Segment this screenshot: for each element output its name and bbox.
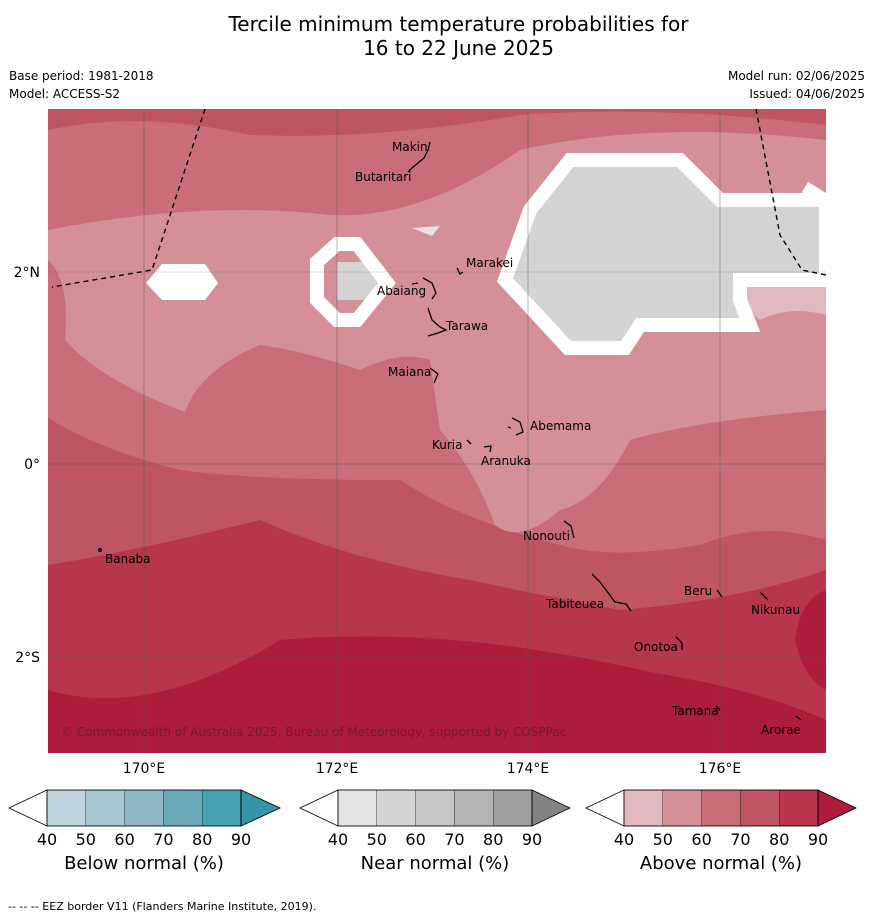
lat-label-0: 0°	[24, 457, 40, 473]
colorbar-2-segment	[740, 789, 780, 827]
colorbar-1-segment	[493, 789, 533, 827]
colorbar-1-over	[531, 789, 571, 827]
colorbar-2-tick: 40	[614, 830, 634, 849]
colorbar-0-segment	[202, 789, 242, 827]
colorbar-2-tick: 60	[691, 830, 711, 849]
colorbar-0: 40 50 60 70 80 90	[8, 789, 281, 849]
islands	[98, 141, 802, 721]
lon-label-172e: 172°E	[316, 761, 359, 777]
label-tamana: Tamana	[671, 704, 719, 718]
label-beru: Beru	[684, 584, 712, 598]
lon-label-174e: 174°E	[507, 761, 550, 777]
colorbar-0-tick: 40	[37, 830, 57, 849]
model-run: Model run: 02/06/2025	[727, 69, 865, 83]
colorbar-2-tick: 90	[808, 830, 828, 849]
label-maiana: Maiana	[388, 365, 431, 379]
axis-labels: 2°N 0° 2°S 170°E 172°E 174°E 176°E	[14, 265, 742, 777]
base-period: Base period: 1981-2018	[9, 69, 154, 83]
colorbar-2-segment	[662, 789, 702, 827]
island-labels: Makin Butaritari Marakei Abaiang Tarawa …	[105, 140, 801, 737]
colorbar-1-segment	[454, 789, 494, 827]
label-nonouti: Nonouti	[523, 529, 570, 543]
colorbar-1-tick: 50	[367, 830, 387, 849]
colorbar-1-outline	[337, 789, 533, 827]
label-tarawa: Tarawa	[445, 319, 488, 333]
colorbar-1-segment	[415, 789, 455, 827]
colorbar-0-tick: 50	[76, 830, 96, 849]
colorbar-1-tick: 80	[483, 830, 503, 849]
colorbar-2-tick: 80	[769, 830, 789, 849]
title-line-2: 16 to 22 June 2025	[363, 36, 554, 60]
colorbar-0-outline	[46, 789, 242, 827]
colorbar-1: 40 50 60 70 80 90	[299, 789, 571, 849]
issued-date: Issued: 04/06/2025	[749, 87, 865, 101]
colorbar-1-tick: 40	[328, 830, 348, 849]
colorbar-2: 40 50 60 70 80 90	[585, 789, 857, 849]
lon-label-176e: 176°E	[699, 761, 742, 777]
colorbar-0-over	[240, 789, 281, 827]
eez-border	[51, 109, 826, 288]
label-butaritari: Butaritari	[355, 170, 412, 184]
label-makin: Makin	[392, 140, 428, 154]
colorbar-1-under	[299, 789, 339, 827]
colorbar-0-tick: 80	[192, 830, 212, 849]
colorbar-2-under	[585, 789, 625, 827]
colorbar-0-tick: 60	[114, 830, 134, 849]
colorbar-0-segment	[46, 789, 86, 827]
label-abemama: Abemama	[530, 419, 591, 433]
title-line-1: Tercile minimum temperature probabilitie…	[228, 12, 689, 36]
colorbar-1-tick: 90	[522, 830, 542, 849]
label-aranuka: Aranuka	[481, 454, 531, 468]
colorbar-2-segment	[701, 789, 741, 827]
label-banaba: Banaba	[105, 552, 151, 566]
colorbar-2-tick: 50	[653, 830, 673, 849]
colorbar-2-segment	[779, 789, 819, 827]
colorbar-0-under	[8, 789, 48, 827]
model-name: Model: ACCESS-S2	[9, 87, 121, 101]
colorbar-2-segment	[623, 789, 663, 827]
colorbar-2-outline	[623, 789, 819, 827]
map-title: Tercile minimum temperature probabilitie…	[0, 12, 873, 60]
colorbar-1-tick: 60	[405, 830, 425, 849]
colorbar-1-tick: 70	[444, 830, 464, 849]
colorbar-2-tick: 70	[730, 830, 750, 849]
probability-field	[48, 109, 826, 753]
colorbar-near-label: Near normal (%)	[360, 853, 510, 874]
label-tabiteuea: Tabiteuea	[545, 597, 604, 611]
colorbars: 40 50 60 70 80 90 40 50 60 70 80 90 40 50 60 70 80 90	[8, 789, 857, 849]
colorbar-above-label: Above normal (%)	[639, 853, 803, 874]
lat-label-2s: 2°S	[15, 650, 40, 666]
colorbar-0-tick: 70	[153, 830, 173, 849]
label-nikunau: Nikunau	[751, 603, 800, 617]
colorbar-1-segment	[337, 789, 377, 827]
colorbar-0-segment	[163, 789, 203, 827]
eez-footnote: -- -- -- EEZ border V11 (Flanders Marine…	[8, 900, 317, 913]
colorbar-0-tick: 90	[231, 830, 251, 849]
label-abaiang: Abaiang	[377, 284, 426, 298]
colorbar-0-segment	[124, 789, 164, 827]
copyright-notice: © Commonwealth of Australia 2025, Bureau…	[61, 725, 566, 739]
lat-label-2n: 2°N	[14, 265, 40, 281]
label-arorae: Arorae	[761, 723, 801, 737]
colorbar-below-label: Below normal (%)	[64, 853, 224, 874]
colorbar-2-over	[817, 789, 857, 827]
lon-label-170e: 170°E	[123, 761, 166, 777]
label-onotoa: Onotoa	[634, 640, 678, 654]
colorbar-0-segment	[85, 789, 125, 827]
graticule	[48, 109, 826, 753]
label-kuria: Kuria	[432, 438, 463, 452]
label-marakei: Marakei	[466, 256, 513, 270]
colorbar-1-segment	[376, 789, 416, 827]
